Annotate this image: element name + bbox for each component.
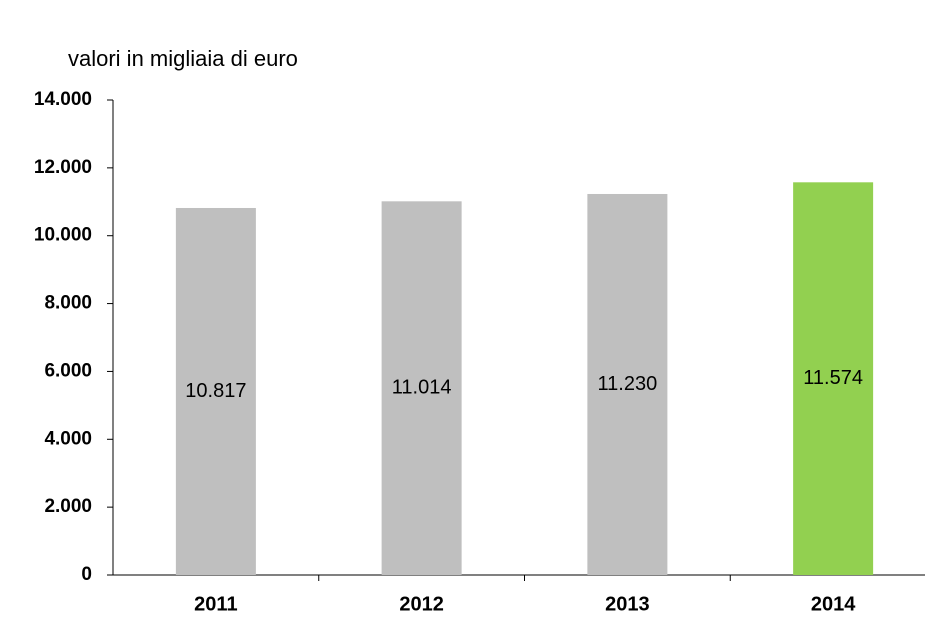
y-tick-label: 0 (81, 564, 92, 585)
y-tick-label: 6.000 (44, 360, 92, 381)
x-tick-label: 2014 (811, 593, 856, 615)
chart-title: valori in migliaia di euro (68, 46, 298, 71)
x-tick-label: 2013 (605, 593, 650, 615)
bar (587, 193, 668, 575)
y-tick-label: 8.000 (44, 293, 92, 314)
bar (381, 201, 462, 575)
bar (793, 182, 874, 575)
value-label: 11.014 (392, 376, 452, 398)
x-tick-label: 2012 (399, 593, 444, 615)
bar (175, 207, 256, 576)
y-tick-label: 12.000 (34, 157, 92, 178)
value-label: 10.817 (185, 380, 246, 402)
y-tick-label: 4.000 (44, 428, 92, 449)
value-label: 11.230 (598, 373, 658, 395)
y-tick-label: 2.000 (44, 496, 92, 517)
y-tick-label: 14.000 (34, 89, 92, 110)
y-tick-label: 10.000 (34, 225, 92, 246)
value-label: 11.574 (803, 367, 863, 389)
x-tick-label: 2011 (194, 593, 237, 615)
